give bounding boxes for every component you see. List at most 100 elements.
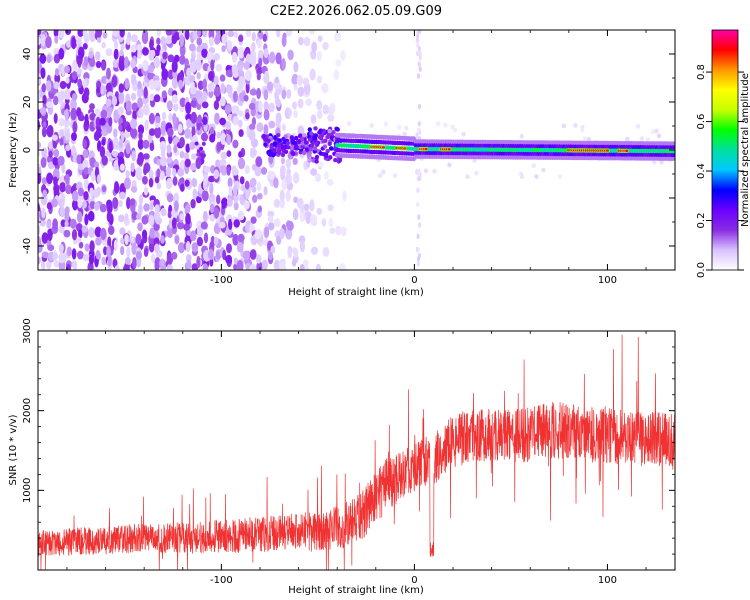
- spectrogram-cell: [41, 177, 48, 185]
- spectrogram-cell: [71, 36, 76, 50]
- spectrogram-cell: [670, 141, 675, 147]
- spectrogram-cell: [329, 135, 334, 140]
- spectrogram-cell: [58, 48, 65, 60]
- spectrogram-axes: -100 0 100 -40 -20 0 20 40: [22, 29, 675, 286]
- spectrogram-cell: [53, 53, 61, 64]
- spectrogram-cell: [113, 239, 118, 252]
- spectrogram-cell: [201, 42, 208, 51]
- spectrogram-cell: [294, 145, 299, 151]
- spectrogram-cell: [41, 126, 47, 138]
- spectrogram-cell: [168, 112, 173, 122]
- snr-series: [38, 334, 675, 570]
- spectrogram-cell: [39, 218, 47, 227]
- spectrogram-cell: [196, 152, 201, 157]
- spectrogram-cell: [96, 36, 102, 43]
- spectrogram-cell: [268, 120, 276, 129]
- spectrogram-cell: [166, 228, 174, 239]
- spectrogram-cell: [72, 59, 78, 72]
- spectrogram-y-tick-label: -20: [22, 190, 33, 206]
- spectrogram-cell: [167, 69, 174, 80]
- spectrogram-cell: [461, 131, 466, 137]
- spectrogram-cell: [185, 113, 193, 122]
- spectrogram-cell: [136, 257, 142, 268]
- spectrogram-cell: [166, 157, 173, 164]
- spectrogram-cell: [132, 257, 137, 269]
- spectrogram-cell: [531, 163, 536, 169]
- spectrogram-cell: [215, 159, 221, 169]
- spectrogram-cell: [249, 177, 257, 187]
- spectrogram-cell: [293, 196, 299, 204]
- spectrogram-cell: [561, 123, 567, 129]
- spectrogram-cell: [263, 142, 268, 147]
- spectrogram-cell: [64, 206, 70, 215]
- spectrogram-cell: [38, 76, 41, 85]
- spectrogram-cell: [291, 151, 296, 157]
- spectrogram-cell: [131, 77, 137, 86]
- spectrogram-cell: [118, 60, 126, 71]
- spectrogram-cell: [95, 30, 103, 38]
- spectrogram-cell: [328, 218, 334, 228]
- spectrogram-cell: [124, 77, 130, 90]
- spectrogram-cell: [249, 123, 256, 131]
- spectrogram-cell: [317, 161, 324, 168]
- spectrogram-cell: [191, 177, 198, 188]
- spectrogram-cell: [148, 112, 155, 125]
- spectrogram-cell: [325, 148, 330, 154]
- spectrogram-cell: [216, 194, 221, 205]
- spectrogram-cell: [173, 103, 179, 112]
- spectrogram-cell: [89, 187, 94, 196]
- spectrogram-cell: [88, 51, 94, 59]
- spectrogram-cell: [213, 52, 221, 61]
- spectrogram-cell: [111, 95, 118, 106]
- spectrogram-cell: [292, 157, 298, 166]
- spectrogram-cell: [321, 218, 327, 227]
- spectrogram-cell: [237, 46, 245, 59]
- spectrogram-cell: [88, 254, 95, 265]
- spectrogram-cell: [132, 109, 137, 122]
- spectrogram-cell: [203, 175, 208, 186]
- spectrogram-cell: [46, 125, 54, 138]
- spectrogram-x-tick-label: -100: [210, 275, 233, 286]
- spectrogram-cell: [123, 217, 130, 226]
- spectrogram-cell: [179, 213, 185, 221]
- spectrogram-cell: [184, 179, 190, 187]
- spectrogram-cell: [106, 245, 111, 258]
- spectrogram-cell: [625, 149, 629, 152]
- spectrogram-cell: [381, 169, 386, 175]
- spectrogram-y-tick-label: 20: [22, 96, 33, 109]
- spectrogram-cell: [209, 203, 215, 214]
- spectrogram-cell: [227, 177, 233, 188]
- spectrogram-cell: [64, 220, 69, 228]
- spectrogram-cell: [292, 171, 300, 184]
- spectrogram-cell: [251, 194, 258, 203]
- spectrogram-cell: [278, 228, 285, 240]
- spectrogram-cell: [233, 219, 240, 228]
- spectrogram-cell: [126, 246, 131, 258]
- spectrogram-cell: [161, 68, 169, 81]
- spectrogram-plot: -100 0 100 -40 -20 0 20 40 Height of straight l…: [8, 29, 676, 298]
- spectrogram-cell: [101, 155, 109, 166]
- spectrogram-cell: [142, 47, 149, 56]
- spectrogram-cell: [66, 40, 71, 48]
- spectrogram-cell: [219, 158, 227, 166]
- snr-axes: -100 0 100 1000 2000 3000: [22, 318, 675, 586]
- spectrogram-cell: [209, 36, 214, 47]
- spectrogram-cell: [159, 170, 165, 181]
- spectrogram-cell: [242, 250, 250, 261]
- spectrogram-cell: [118, 124, 123, 132]
- spectrogram-cell: [278, 259, 286, 270]
- spectrogram-cell: [172, 167, 177, 177]
- snr-plot: -100 0 100 1000 2000 3000 Height of straight …: [8, 318, 676, 596]
- spectrogram-cell: [185, 203, 191, 213]
- spectrogram-cell: [165, 166, 172, 178]
- spectrogram-cell: [309, 199, 315, 212]
- spectrogram-cell: [76, 38, 82, 46]
- snr-x-tick-label: -100: [210, 575, 233, 586]
- spectrogram-cell: [137, 222, 143, 232]
- spectrogram-cell: [142, 30, 149, 40]
- spectrogram-cell: [143, 203, 150, 212]
- spectrogram-cell: [190, 81, 195, 89]
- spectrogram-cell: [196, 149, 201, 154]
- spectrogram-cell: [342, 190, 347, 202]
- spectrogram-cell: [138, 131, 143, 141]
